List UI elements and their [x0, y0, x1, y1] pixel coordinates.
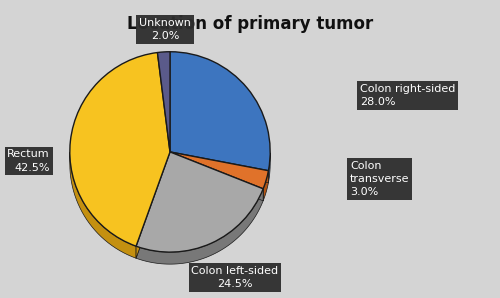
- Wedge shape: [136, 152, 263, 252]
- Text: Colon right-sided
28.0%: Colon right-sided 28.0%: [360, 84, 456, 107]
- Polygon shape: [170, 152, 263, 201]
- Polygon shape: [136, 152, 170, 258]
- Polygon shape: [70, 152, 136, 258]
- Wedge shape: [170, 152, 268, 189]
- Text: Unknown
2.0%: Unknown 2.0%: [139, 18, 191, 41]
- Polygon shape: [136, 152, 170, 258]
- Polygon shape: [170, 152, 263, 201]
- Text: Rectum
42.5%: Rectum 42.5%: [8, 149, 50, 173]
- Polygon shape: [263, 171, 268, 201]
- Text: Colon
transverse
3.0%: Colon transverse 3.0%: [350, 161, 410, 197]
- Text: Colon left-sided
24.5%: Colon left-sided 24.5%: [192, 266, 278, 289]
- Text: Location of primary tumor: Location of primary tumor: [127, 15, 373, 33]
- Wedge shape: [170, 52, 270, 171]
- Polygon shape: [170, 152, 268, 183]
- Polygon shape: [170, 152, 268, 183]
- Polygon shape: [136, 189, 263, 264]
- Wedge shape: [70, 52, 170, 246]
- Polygon shape: [268, 153, 270, 183]
- Wedge shape: [158, 52, 170, 152]
